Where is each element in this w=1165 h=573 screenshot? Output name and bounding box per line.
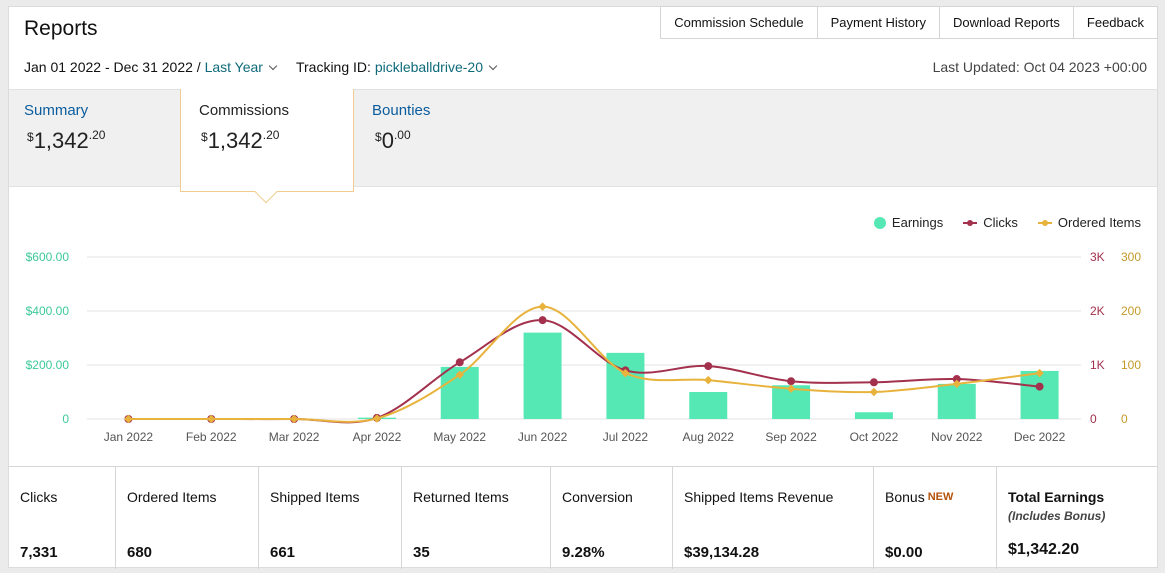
y-axis-left-tick: 0 [62,412,69,426]
last-updated: Last Updated: Oct 04 2023 +00:00 [932,59,1147,75]
stats-row: Clicks 7,331 Ordered Items 680 Shipped I… [9,466,1157,569]
ordered-items-point [124,414,133,424]
clicks-point [704,362,713,371]
x-axis-tick: Sep 2022 [765,430,817,444]
tracking-id-label: Tracking ID: [295,59,371,75]
filter-row: Jan 01 2022 - Dec 31 2022 / Last Year Tr… [24,59,502,75]
clicks-point [869,378,878,387]
chart-legend: Earnings Clicks Ordered Items [873,215,1141,230]
legend-clicks[interactable]: Clicks [963,215,1018,230]
x-axis-tick: Oct 2022 [850,430,899,444]
ordered-items-point [207,414,216,424]
tab-bounties-label: Bounties [372,102,431,119]
x-axis-tick: Apr 2022 [353,430,402,444]
active-tab-pointer [254,180,278,204]
ordered-items-point [455,370,464,379]
tab-bounties[interactable]: Bounties $0.00 [357,90,517,188]
commission-schedule-button[interactable]: Commission Schedule [660,6,818,39]
y-axis-clicks-tick: 2K [1090,304,1105,318]
ordered-items-point [621,368,630,378]
feedback-button[interactable]: Feedback [1073,6,1158,39]
clicks-point [787,377,796,386]
date-range: Jan 01 2022 - Dec 31 2022 / [24,59,201,75]
stat-shipped-items: Shipped Items 661 [259,467,402,569]
reports-panel: Reports Commission Schedule Payment Hist… [8,6,1158,569]
tab-summary-label: Summary [24,102,89,119]
y-axis-ordered-tick: 300 [1121,250,1141,264]
top-actions: Commission Schedule Payment History Down… [660,6,1158,39]
earnings-bar [523,332,562,419]
y-axis-ordered-tick: 0 [1121,412,1128,426]
chevron-down-icon[interactable] [488,61,498,70]
earnings-swatch-icon [873,216,886,229]
ordered-items-point [869,387,879,397]
stat-returned-items: Returned Items 35 [402,467,551,569]
tab-bounties-value: $0.00 [375,128,411,153]
ordered-items-point [538,302,547,311]
clicks-point [1035,382,1044,391]
stat-ordered-items: Ordered Items 680 [116,467,259,569]
stat-clicks: Clicks 7,331 [9,467,116,569]
tab-summary[interactable]: Summary $1,342.20 [9,90,179,188]
x-axis-tick: Nov 2022 [931,430,983,444]
ordered-items-point [952,379,961,389]
legend-ordered-items[interactable]: Ordered Items [1037,215,1141,230]
y-axis-left-tick: $600.00 [26,250,70,264]
ordered-items-swatch-icon [1037,219,1052,226]
payment-history-button[interactable]: Payment History [817,6,940,39]
ordered-items-point [1035,368,1044,378]
earnings-bar [937,383,976,419]
y-axis-ordered-tick: 200 [1121,304,1141,318]
tab-commissions-value: $1,342.20 [201,128,280,153]
y-axis-left-tick: $400.00 [26,304,70,318]
y-axis-ordered-tick: 100 [1121,358,1141,372]
legend-earnings[interactable]: Earnings [873,215,943,230]
stat-conversion: Conversion 9.28% [551,467,673,569]
earnings-bar [854,412,893,419]
x-axis-tick: May 2022 [433,430,486,444]
date-preset-dropdown[interactable]: Last Year [204,59,263,75]
stat-bonus: Bonus NEW $0.00 [874,467,997,569]
x-axis-tick: Mar 2022 [269,430,320,444]
clicks-point [455,358,464,367]
stat-total-earnings: Total Earnings (Includes Bonus) $1,342.2… [1008,489,1106,558]
new-badge: NEW [927,491,954,503]
earnings-bar [606,352,645,419]
tab-commissions[interactable]: Commissions $1,342.20 [180,89,354,204]
earnings-bar [689,392,728,419]
ordered-items-point [704,375,713,385]
tab-summary-value: $1,342.20 [27,128,106,153]
x-axis-tick: Jan 2022 [104,430,154,444]
y-axis-clicks-tick: 1K [1090,358,1105,372]
x-axis-tick: Jun 2022 [518,430,568,444]
earnings-bar [1020,370,1059,419]
tracking-id-dropdown[interactable]: pickleballdrive-20 [374,59,483,75]
y-axis-left-tick: $200.00 [26,358,70,372]
download-reports-button[interactable]: Download Reports [939,6,1074,39]
y-axis-clicks-tick: 0 [1090,412,1097,426]
clicks-point [952,375,961,384]
y-axis-clicks-tick: 3K [1090,250,1105,264]
page-title: Reports [24,17,98,40]
x-axis-tick: Aug 2022 [683,430,735,444]
chevron-down-icon[interactable] [268,61,278,70]
ordered-items-point [289,414,299,424]
x-axis-tick: Jul 2022 [603,430,649,444]
stat-shipped-revenue: Shipped Items Revenue $39,134.28 [673,467,874,569]
earnings-chart: 0 0 0 $200.00 1K 100 $400.00 2K 200 $600.00 3K 300 J… [26,250,1142,444]
x-axis-tick: Dec 2022 [1014,430,1066,444]
x-axis-tick: Feb 2022 [186,430,237,444]
ordered-items-point [372,414,382,423]
report-tabs: Summary $1,342.20 Commissions $1,342.20 … [9,89,1157,204]
clicks-point [538,316,547,325]
tab-commissions-label: Commissions [199,102,290,119]
clicks-swatch-icon [963,219,978,226]
ordered-items-line [128,305,1040,423]
